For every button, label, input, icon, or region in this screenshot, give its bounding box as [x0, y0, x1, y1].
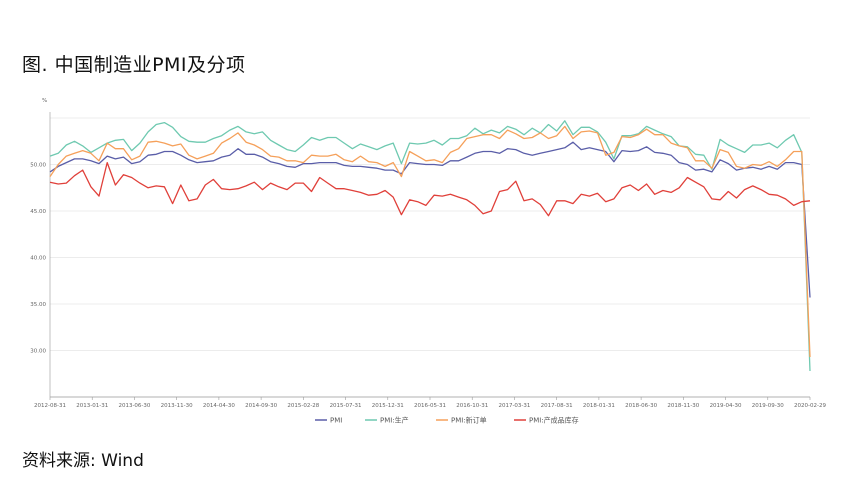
- x-tick-label: 2015-07-31: [330, 403, 362, 409]
- x-tick-label: 2019-04-30: [710, 403, 742, 409]
- x-tick-label: 2014-09-30: [245, 403, 277, 409]
- legend-label: PMI: [330, 417, 342, 425]
- x-tick-label: 2015-12-31: [372, 403, 404, 409]
- grid-layer: [50, 117, 810, 351]
- x-tick-label: 2018-11-30: [667, 403, 699, 409]
- x-tick-label: 2020-02-29: [794, 403, 826, 409]
- x-tick-label: 2015-02-28: [287, 403, 319, 409]
- x-tick-label: 2014-04-30: [203, 403, 235, 409]
- legend-label: PMI:生产: [380, 416, 409, 425]
- legend-label: PMI:产成品库存: [529, 416, 579, 425]
- x-tick-label: 2018-01-31: [583, 403, 615, 409]
- x-tick-label: 2012-08-31: [34, 403, 66, 409]
- y-tick-label: 50.00: [30, 163, 46, 169]
- series-line-3: [49, 161, 811, 217]
- x-tick-label: 2013-01-31: [76, 403, 108, 409]
- series-line-2: [49, 125, 811, 358]
- legend-label: PMI:新订单: [451, 416, 487, 425]
- x-tick-label: 2017-03-31: [498, 403, 530, 409]
- series-line-0: [49, 141, 811, 298]
- figure-title: 图. 中国制造业PMI及分项: [22, 54, 246, 76]
- legend-layer: PMI PMI:生产 PMI:新订单 PMI:产成品库存: [315, 416, 579, 425]
- y-axis-label: %: [42, 98, 47, 104]
- x-tick-label: 2016-05-31: [414, 403, 446, 409]
- y-tick-label: 40.00: [30, 256, 46, 262]
- series-layer: [49, 120, 811, 372]
- y-tick-label: 45.00: [30, 209, 46, 215]
- y-tick-label: 35.00: [30, 302, 46, 308]
- x-tick-label: 2019-09-30: [752, 403, 784, 409]
- x-tick-label: 2018-06-30: [625, 403, 657, 409]
- x-tick-label: 2017-08-31: [541, 403, 573, 409]
- x-tick-label: 2013-11-30: [161, 403, 193, 409]
- y-tick-label: 30.00: [30, 349, 46, 355]
- source-note: 资料来源: Wind: [22, 451, 144, 471]
- axis-layer: % 50.00 45.00 40.00 35.00 30.00 2012-08-31 2013…: [30, 98, 826, 409]
- x-tick-label: 2013-06-30: [118, 403, 150, 409]
- series-line-1: [49, 120, 811, 372]
- x-tick-label: 2016-10-31: [456, 403, 488, 409]
